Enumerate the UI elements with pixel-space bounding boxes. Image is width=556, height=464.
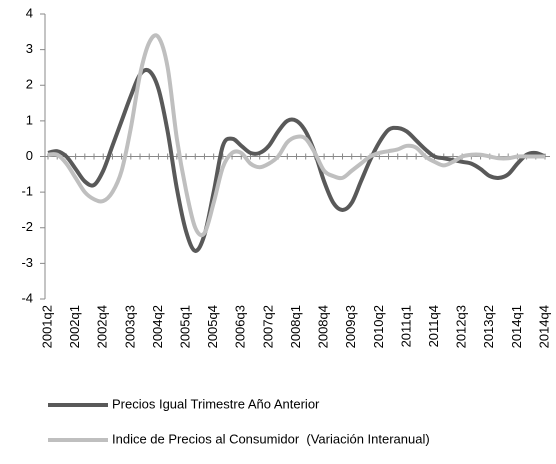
x-tick-label: 2005q1 [177, 305, 192, 348]
x-tick-label: 2012q3 [454, 305, 469, 348]
x-tick-label: 2002q4 [95, 305, 110, 348]
legend-label: Precios Igual Trimestre Año Anterior [112, 396, 320, 411]
x-tick-label: 2007q2 [260, 305, 275, 348]
y-tick-label: 4 [26, 5, 33, 20]
x-tick-label: 2014q4 [536, 305, 551, 348]
x-tick-label: 2001q2 [39, 305, 54, 348]
x-tick-label: 2013q2 [481, 305, 496, 348]
x-tick-label: 2008q1 [288, 305, 303, 348]
x-tick-label: 2006q3 [233, 305, 248, 348]
x-tick-label: 2004q2 [150, 305, 165, 348]
x-tick-label: 2008q4 [316, 305, 331, 348]
legend-label: Indice de Precios al Consumidor (Variaci… [112, 431, 430, 446]
y-tick-label: 3 [26, 41, 33, 56]
y-tick-label: -2 [21, 219, 33, 234]
series-line [47, 67, 546, 253]
x-tick-label: 2011q1 [398, 305, 413, 347]
x-tick-label: 2003q3 [122, 305, 137, 348]
y-tick-label: -3 [21, 255, 33, 270]
y-tick-label: 0 [26, 148, 33, 163]
y-tick-label: 1 [26, 112, 33, 127]
x-tick-label: 2010q2 [371, 305, 386, 348]
x-tick-label: 2005q4 [205, 305, 220, 348]
y-tick-label: -4 [21, 290, 33, 305]
series-line [47, 33, 545, 238]
x-tick-label: 2009q3 [343, 305, 358, 348]
x-tick-label: 2002q1 [67, 305, 82, 348]
x-tick-label: 2014q1 [509, 305, 524, 348]
y-tick-label: 2 [26, 77, 33, 92]
y-tick-label: -1 [21, 184, 33, 199]
x-tick-label: 2011q4 [426, 305, 441, 347]
